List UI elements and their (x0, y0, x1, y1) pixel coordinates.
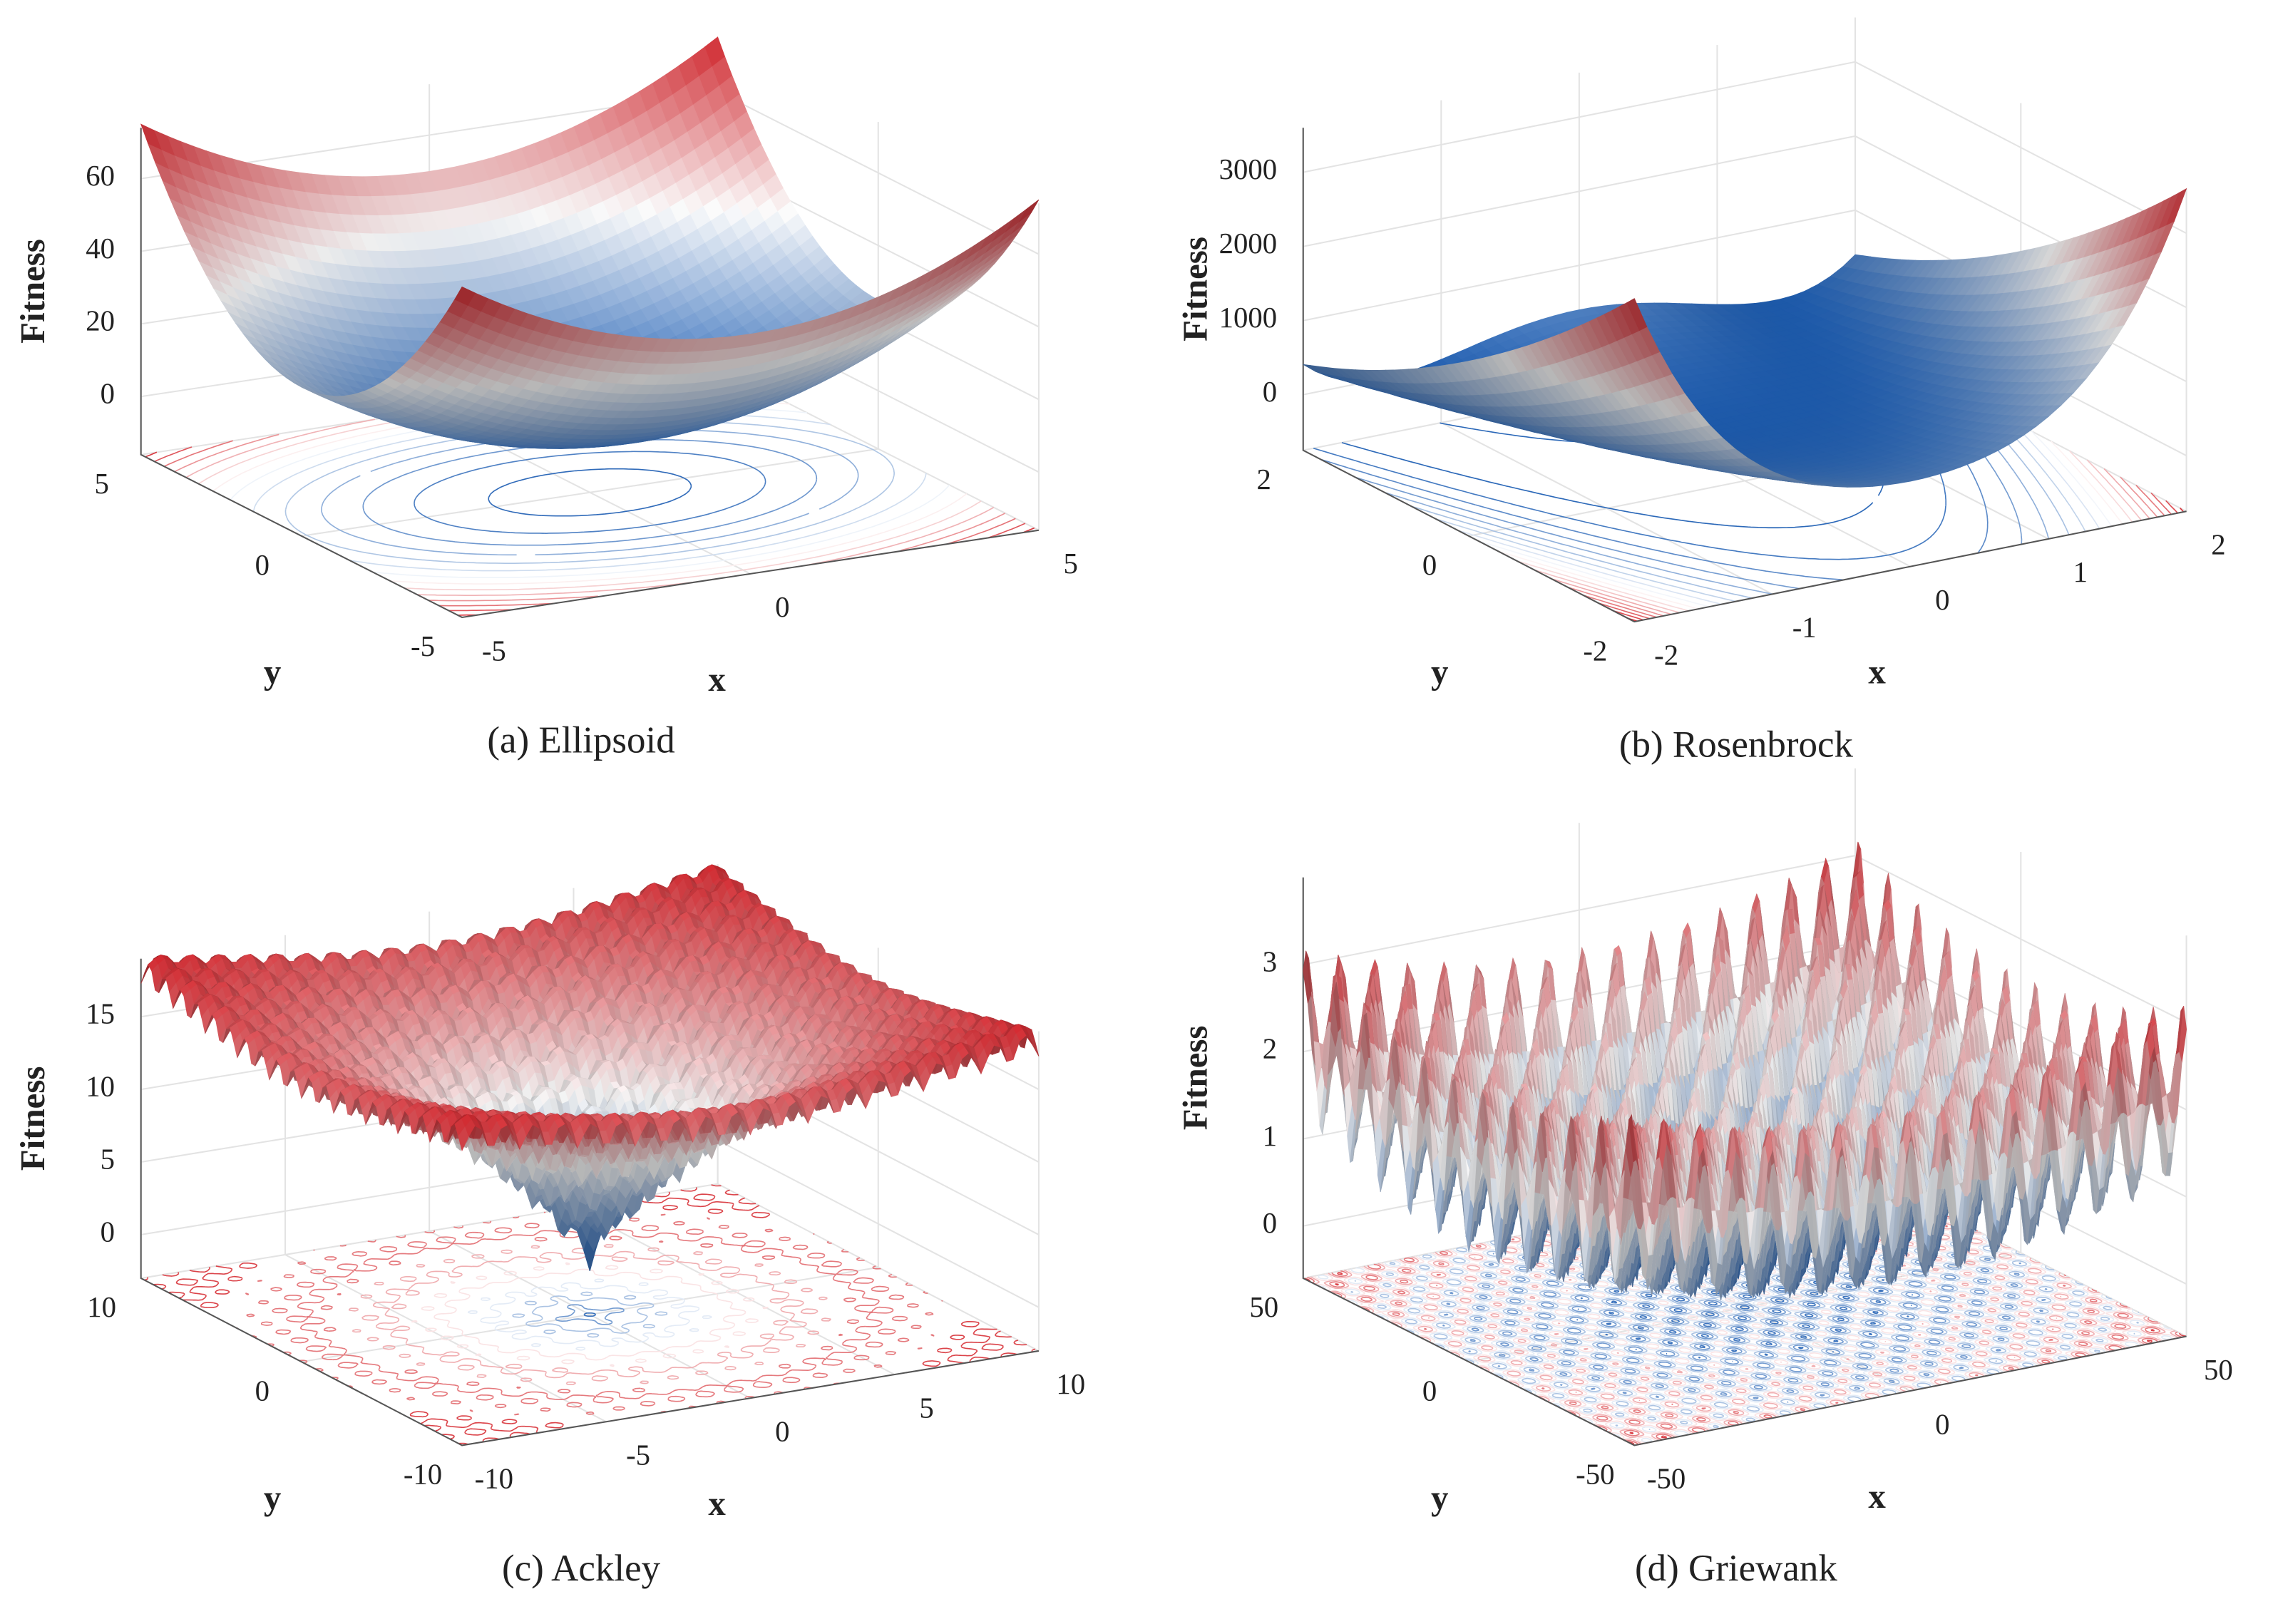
x-tick-label: -5 (482, 634, 506, 667)
panel: -2 -1 0 1 2 -2 0 2 0 1000 2000 3000 x y Fitness (b) Ros… (1175, 17, 2226, 766)
x-tick-label: 2 (2211, 529, 2225, 561)
grid-line (301, 122, 879, 537)
floor-contour (1583, 484, 2165, 618)
x-tick-label: 1 (2073, 556, 2088, 588)
grid-line (1303, 61, 2187, 235)
z-tick-label: 0 (1263, 376, 1277, 408)
panel-caption: (a) Ellipsoid (487, 719, 674, 761)
z-tick-label: 2000 (1219, 227, 1277, 259)
y-tick-label: 0 (1422, 549, 1437, 581)
x-axis-label: x (708, 659, 726, 699)
panel-caption: (b) Rosenbrock (1619, 724, 1854, 766)
panel: -5 0 5 -5 0 5 0 20 40 60 x y Fitness (a) Ellipsoid (13, 36, 1078, 761)
y-tick-label: 5 (94, 468, 108, 500)
y-tick-label: -5 (411, 630, 435, 662)
y-axis-label: y (1431, 652, 1448, 692)
z-tick-label: 20 (86, 305, 115, 337)
x-tick-label: 5 (1064, 548, 1078, 580)
y-tick-label: 0 (255, 549, 270, 581)
floor-contour (414, 451, 766, 535)
y-tick-label: -2 (1583, 634, 1607, 667)
z-tick-label: 40 (86, 232, 115, 264)
x-tick-label: -2 (1654, 639, 1678, 671)
x-tick-label: -1 (1792, 612, 1817, 644)
surface-patch (1018, 199, 1040, 223)
axis-line (140, 128, 1040, 619)
x-axis-label: x (1868, 652, 1886, 692)
z-tick-label: 0 (101, 378, 115, 410)
floor-contour (488, 468, 692, 517)
z-tick-label: 3000 (1219, 153, 1277, 185)
z-tick-label: 60 (86, 160, 115, 192)
x-tick-label: 0 (1935, 584, 1949, 616)
y-tick-label: 2 (1257, 463, 1271, 495)
z-axis-label: Fitness (13, 239, 52, 344)
y-axis-label: y (264, 652, 281, 692)
x-tick-label: 0 (775, 591, 789, 623)
z-tick-label: 1000 (1219, 302, 1277, 334)
z-axis-label: Fitness (1175, 237, 1214, 341)
